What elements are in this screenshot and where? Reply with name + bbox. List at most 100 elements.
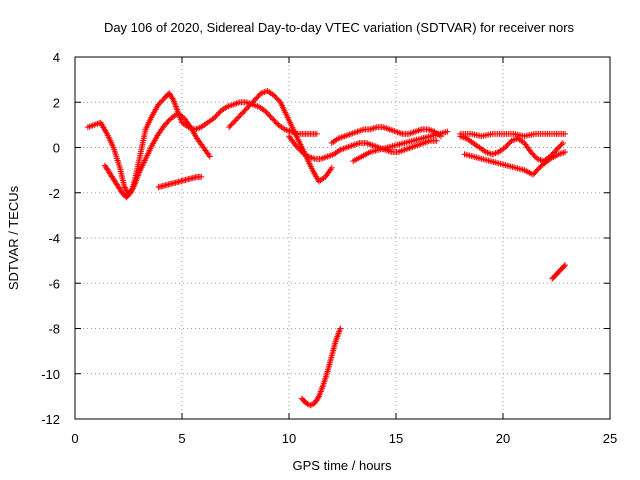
data-point-cluster [381,124,391,132]
data-point-cluster [420,126,430,133]
data-point-cluster [388,126,398,135]
data-point [245,103,252,110]
data-point-cluster [516,136,526,145]
data-point-cluster [422,138,432,146]
x-tick-label: 5 [178,431,185,446]
series-track-k [298,325,344,409]
series-track-f [328,124,444,146]
data-point-cluster [111,146,123,170]
data-point-cluster [503,139,514,150]
data-point-cluster [169,111,180,120]
data-point-cluster [186,175,195,182]
data-point-cluster [309,130,319,137]
data-point-cluster [259,88,269,96]
data-point-cluster [556,266,564,274]
data-point-cluster [330,136,340,145]
data-point-cluster [510,136,520,144]
data-point-cluster [120,190,129,200]
data-point-cluster [149,103,161,118]
data-point-cluster [523,131,537,139]
data-point-cluster [163,116,174,127]
data-point-cluster [299,396,309,406]
data-point-cluster [272,93,283,104]
data-point-cluster [360,149,372,159]
data-point-cluster [149,132,161,147]
data-point [527,149,534,156]
data-point-cluster [206,116,216,125]
data-point-cluster [396,147,406,155]
data-point [211,115,218,122]
data-point-cluster [490,149,501,157]
data-point-cluster [104,132,116,149]
x-tick-label: 15 [389,431,403,446]
data-point-cluster [371,142,381,150]
data-point-cluster [225,102,235,110]
data-point-cluster [193,124,203,132]
data-point [313,130,320,137]
data-point-cluster [227,118,238,129]
data-point-cluster [522,141,533,154]
data-point-cluster [302,130,312,137]
data-point-cluster [287,134,298,147]
data-point [238,110,245,117]
data-point [232,117,239,124]
data-point-cluster [233,111,244,122]
data-point-cluster [312,394,322,405]
data-point [444,128,451,135]
data-point-cluster [102,163,112,175]
data-point-cluster [550,273,558,281]
y-tick-label: -6 [48,276,60,291]
data-point-cluster [115,184,125,195]
data-point-cluster [169,179,178,187]
data-point [161,121,168,128]
data-point-cluster [263,109,274,120]
data-point-cluster [484,149,494,157]
data-point-cluster [246,98,257,109]
data-point-cluster [356,126,366,135]
data-point-cluster [351,140,362,148]
data-point-cluster [368,124,379,132]
data-point-cluster [401,130,411,137]
data-point-cluster [156,123,167,136]
data-point-cluster [296,130,306,137]
data-point-cluster [212,109,223,120]
data-point [562,130,569,137]
y-tick-label: -8 [48,322,60,337]
data-point-cluster [117,166,127,188]
data-point-cluster [497,145,507,154]
data-point-cluster [162,91,172,100]
y-tick-label: 2 [53,95,60,110]
data-point-cluster [329,338,339,357]
data-point-cluster [358,139,368,146]
data-point-cluster [323,166,334,179]
series-track-i [461,149,569,178]
data-point-cluster [304,400,312,408]
data-point-cluster [276,123,287,132]
data-point-cluster [199,120,210,130]
data-point [562,149,569,156]
data-point-cluster [349,129,359,137]
data-point [268,115,275,122]
data-point-cluster [98,121,110,136]
data-point-cluster [324,354,335,373]
data-point-cluster [362,126,372,133]
data-point-cluster [240,105,251,116]
data-point-cluster [409,142,419,150]
data-point-cluster [394,129,404,137]
data-point-cluster [143,143,155,161]
data-point-cluster [238,99,248,106]
data-point-cluster [266,89,276,98]
data-point-cluster [364,140,374,148]
data-point-cluster [178,177,186,185]
data-point-cluster [338,145,349,153]
data-point-cluster [174,178,182,186]
data-point-cluster [293,143,304,154]
data-point [559,139,566,146]
y-tick-label: 4 [53,50,60,65]
data-point-cluster [138,128,149,151]
data-point-cluster [559,263,567,271]
data-point-cluster [107,170,116,181]
data-point-cluster [92,120,103,128]
data-point-cluster [306,154,317,162]
